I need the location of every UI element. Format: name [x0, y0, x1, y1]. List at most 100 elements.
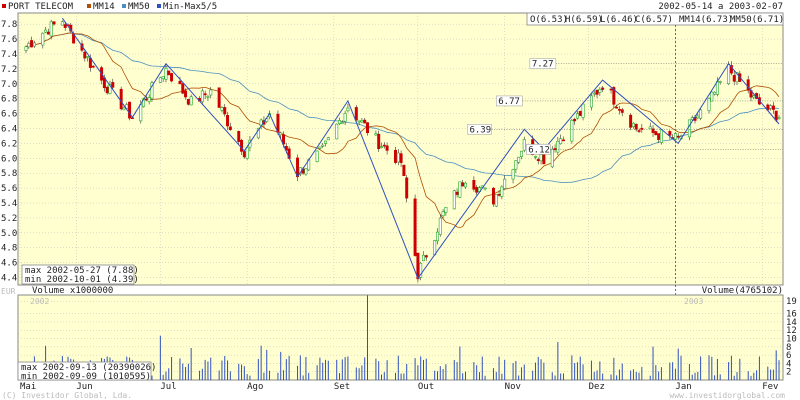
candle-body [436, 231, 439, 242]
month-label: Set [334, 382, 350, 392]
ohlc-info-box: O(6.53) H(6.59) L(6.46) C(6.57) MM14(6.7… [526, 12, 784, 26]
volume-tick-label: 10 [786, 335, 797, 345]
volume-left-label: Volume x1000000 [32, 286, 113, 296]
volume-tick-label: 4 [786, 359, 791, 369]
candle-body [696, 115, 700, 119]
candle-body [279, 132, 283, 136]
zigzag-line [61, 17, 780, 280]
legend: PORT TELECOM MM14 MM50 Min-Max5/5 [2, 2, 217, 12]
legend-swatch-mm50 [122, 4, 126, 8]
price-stats-box: max 2002-05-27 (7.88) min 2002-10-01 (4.… [21, 264, 139, 285]
candle-body [164, 67, 168, 80]
candle-body [32, 42, 36, 47]
month-label: Nov [505, 382, 521, 392]
candle-body [125, 104, 129, 109]
candle-body [83, 51, 87, 59]
candle-body [240, 139, 244, 152]
price-level-box [526, 144, 551, 155]
candle-body [170, 73, 174, 82]
month-label: Dez [589, 382, 605, 392]
candle-body [27, 43, 31, 48]
candle-body [673, 133, 677, 140]
candle-body [315, 150, 319, 163]
candle-body [167, 70, 171, 76]
candle-body [150, 82, 154, 99]
price-tick-label: 6.2 [1, 139, 17, 149]
date-range: 2002-05-14 a 2003-02-07 [658, 2, 783, 12]
ohlc-low: L(6.46) [600, 15, 638, 25]
candle-body [147, 97, 151, 102]
candle-body [654, 131, 658, 136]
volume-tick-label: 14 [786, 318, 797, 328]
month-label: Ago [247, 382, 263, 392]
candle-body [60, 21, 64, 26]
candle-body [472, 180, 476, 190]
candle-body [242, 151, 246, 158]
price-tick-label: 5.8 [1, 169, 17, 179]
candle-body [399, 153, 403, 163]
price-tick-label: 5.6 [1, 184, 17, 194]
volume-max: max 2002-09-13 (20390026) [21, 363, 156, 373]
candle-body [228, 126, 232, 131]
candle-body [360, 120, 364, 123]
price-tick-label: 6.8 [1, 95, 17, 105]
currency-label: EUR [1, 287, 16, 296]
month-label: Jun [76, 382, 92, 392]
candle-body [561, 139, 565, 142]
volume-tick-label: 19 [786, 297, 797, 307]
month-axis: Mai Jun Jul Ago Set Out Nov Dez Jan Fev [20, 382, 778, 392]
candle-body [542, 154, 546, 165]
candle-body [363, 119, 367, 124]
candle-body [771, 105, 775, 110]
year-watermark-2002: 2002 [30, 297, 49, 306]
candle-body [108, 84, 112, 94]
candle-body [200, 90, 204, 103]
candle-body [321, 144, 325, 147]
candle-body [517, 156, 521, 163]
candle-body [335, 123, 339, 140]
candle-body [343, 113, 347, 122]
candle-body [461, 182, 465, 187]
candle-body [30, 40, 34, 48]
price-tick-label: 7.2 [1, 65, 17, 75]
candle-body [455, 191, 459, 195]
ohlc-high: H(6.59) [565, 15, 603, 25]
candle-body [657, 133, 661, 140]
candle-body [774, 110, 778, 121]
price-tick-label: 7.8 [1, 20, 17, 30]
volume-stats-box: max 2002-09-13 (20390026) min 2002-09-09… [17, 361, 156, 382]
candle-body [511, 169, 515, 180]
legend-swatch-minmax [157, 4, 161, 8]
candle-body [374, 133, 378, 136]
candle-body [629, 114, 633, 128]
candle-body [769, 105, 773, 109]
candle-body [475, 187, 479, 193]
price-tick-label: 4.6 [1, 259, 17, 269]
price-series: 7.27 6.77 6.39 6.12 [24, 17, 783, 283]
volume-right-label: Volume(4765102) [702, 286, 783, 296]
candle-body [402, 164, 406, 176]
candle-body [494, 194, 498, 207]
candle-body [710, 91, 714, 102]
candle-body [46, 31, 50, 35]
candle-body [405, 177, 409, 199]
candle-body [105, 86, 109, 94]
candle-body [366, 122, 369, 134]
legend-swatch-mm14 [87, 4, 91, 8]
candle-body [601, 87, 605, 90]
price-level-label: 6.77 [498, 97, 520, 107]
candle-body [377, 133, 381, 150]
candle-body [609, 88, 613, 91]
candle-body [346, 107, 350, 112]
candle-body [575, 113, 579, 119]
candle-body [615, 106, 619, 109]
candle-body [519, 150, 523, 157]
candle-body [553, 148, 557, 151]
candle-body [713, 91, 717, 95]
candle-body [354, 107, 358, 121]
candle-body [49, 21, 53, 37]
candle-body [256, 127, 260, 139]
candle-body [595, 89, 599, 95]
legend-title: PORT TELECOM [8, 2, 74, 12]
